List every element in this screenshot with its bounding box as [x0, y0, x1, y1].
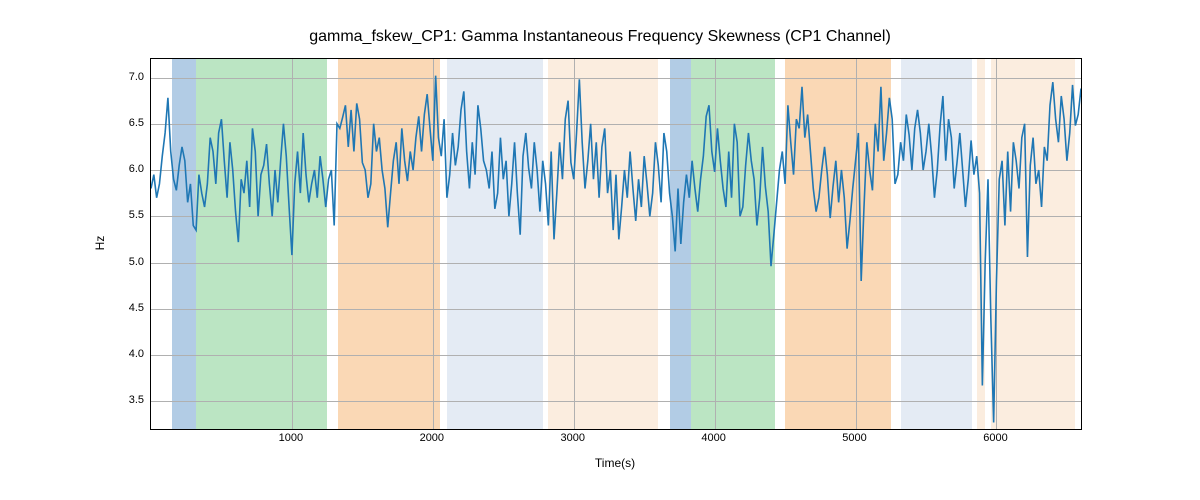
x-tick-label: 4000: [701, 432, 725, 444]
y-tick-label: 5.5: [104, 209, 144, 221]
x-tick-label: 5000: [842, 432, 866, 444]
chart-container: gamma_fskew_CP1: Gamma Instantaneous Fre…: [0, 0, 1200, 500]
data-line: [151, 76, 1082, 423]
y-tick-label: 3.5: [104, 394, 144, 406]
x-tick-label: 3000: [560, 432, 584, 444]
x-tick-label: 2000: [420, 432, 444, 444]
x-tick-label: 6000: [983, 432, 1007, 444]
x-tick-label: 1000: [279, 432, 303, 444]
line-series: [151, 59, 1081, 429]
y-tick-label: 4.5: [104, 302, 144, 314]
plot-area: [150, 58, 1082, 430]
y-axis-label: Hz: [93, 236, 107, 251]
x-axis-label: Time(s): [150, 456, 1080, 470]
chart-title: gamma_fskew_CP1: Gamma Instantaneous Fre…: [0, 28, 1200, 46]
y-tick-label: 6.5: [104, 117, 144, 129]
y-tick-label: 5.0: [104, 256, 144, 268]
y-tick-label: 6.0: [104, 163, 144, 175]
y-tick-label: 4.0: [104, 348, 144, 360]
y-tick-label: 7.0: [104, 71, 144, 83]
